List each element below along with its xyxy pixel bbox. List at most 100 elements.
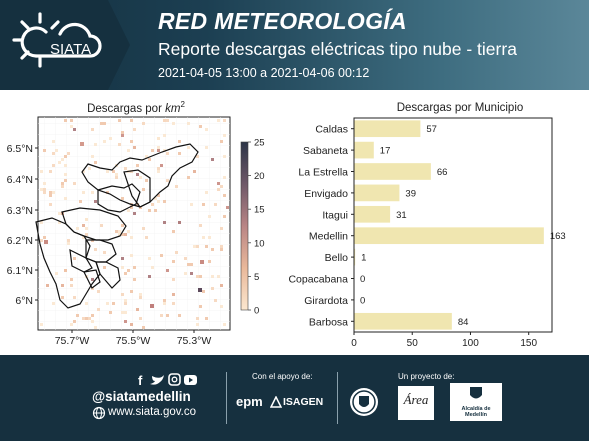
density-cell <box>178 140 181 143</box>
density-cell <box>148 158 151 161</box>
density-cell <box>58 212 61 215</box>
density-cell <box>121 293 124 296</box>
density-cell <box>64 173 67 176</box>
facebook-icon: f <box>138 373 143 388</box>
density-cell <box>91 320 94 323</box>
density-cell <box>145 236 148 239</box>
density-cell <box>40 239 43 242</box>
density-cell <box>175 251 178 254</box>
density-cell <box>130 119 133 122</box>
bar-medellin <box>354 227 544 245</box>
colorbar-tick-label: 25 <box>254 138 265 149</box>
density-cell <box>157 200 160 203</box>
density-cell <box>157 137 160 140</box>
density-cell <box>82 224 85 227</box>
boundary-sabaneta <box>83 269 101 289</box>
density-cell <box>157 194 160 197</box>
density-cell <box>127 149 130 152</box>
lat-tick-label: 6.4°N <box>7 174 33 186</box>
density-cell <box>61 296 64 299</box>
density-cell <box>76 227 79 230</box>
density-cell <box>64 197 67 200</box>
density-cell <box>199 125 202 128</box>
density-cell <box>220 248 223 251</box>
density-cell <box>73 128 76 131</box>
colorbar-tick-label: 10 <box>254 238 265 249</box>
density-cell <box>106 302 109 305</box>
density-cell <box>46 284 49 287</box>
density-cell <box>139 296 142 299</box>
bar-sabaneta <box>354 141 374 159</box>
density-cell <box>64 269 67 272</box>
lon-tick-label: 75.3°W <box>177 335 212 347</box>
density-cell <box>205 128 208 131</box>
density-cell <box>223 323 226 326</box>
density-cell <box>175 185 178 188</box>
category-label: Itagui <box>322 209 348 221</box>
density-cell <box>67 242 70 245</box>
value-label: 0 <box>360 274 365 285</box>
footer-divider-1 <box>226 372 227 424</box>
density-cell <box>226 206 229 209</box>
density-cell <box>163 299 166 302</box>
density-cell <box>91 314 94 317</box>
colorbar-tick-label: 15 <box>254 205 265 216</box>
density-cell <box>193 170 196 173</box>
density-cell <box>85 218 88 221</box>
report-subtitle: Reporte descargas eléctricas tipo nube -… <box>158 39 517 59</box>
density-cell <box>205 191 208 194</box>
density-cell <box>196 275 199 278</box>
density-cell <box>73 182 76 185</box>
density-cell <box>88 317 91 320</box>
density-cell <box>109 137 112 140</box>
density-cell <box>220 284 223 287</box>
density-cell <box>130 323 133 326</box>
density-cell <box>208 236 211 239</box>
density-cell <box>211 275 214 278</box>
density-cell <box>49 194 52 197</box>
density-cell <box>73 320 76 323</box>
lightning-cells <box>40 119 229 329</box>
density-cell <box>40 323 43 326</box>
website-link[interactable]: www.siata.gov.co <box>108 406 196 418</box>
density-cell <box>178 152 181 155</box>
density-cell <box>145 155 148 158</box>
density-cell <box>61 284 64 287</box>
density-cell <box>82 191 85 194</box>
density-cell <box>211 287 214 290</box>
x-tick-label: 100 <box>462 338 479 349</box>
lon-tick-label: 75.7°W <box>55 335 90 347</box>
colorbar-tick-label: 5 <box>254 272 259 283</box>
density-cell <box>133 278 136 281</box>
density-cell <box>217 182 220 185</box>
category-label: Girardota <box>304 295 348 307</box>
area-logo: Área <box>398 386 434 420</box>
density-cell <box>220 245 223 248</box>
density-cell <box>118 119 121 122</box>
density-cell <box>91 155 94 158</box>
density-cell <box>130 206 133 209</box>
density-cell <box>166 179 169 182</box>
density-cell <box>199 224 202 227</box>
density-cell <box>205 317 208 320</box>
density-cell <box>217 188 220 191</box>
density-cell <box>172 278 175 281</box>
x-tick-label: 0 <box>351 338 357 349</box>
boundary-la-estrella <box>69 248 93 273</box>
social-handle[interactable]: @siatamedellin <box>92 389 191 404</box>
density-cell <box>94 200 97 203</box>
density-cell <box>91 128 94 131</box>
density-cell <box>124 302 127 305</box>
density-cell <box>106 170 109 173</box>
bar-caldas <box>354 120 421 138</box>
density-cell <box>82 236 85 239</box>
value-label: 0 <box>360 295 365 306</box>
density-cell <box>136 164 139 167</box>
siata-logo-icon: SIATA <box>12 12 102 68</box>
density-cell <box>124 311 127 314</box>
support-label: Con el apoyo de: <box>252 372 313 381</box>
density-cell <box>73 296 76 299</box>
bar-chart: Caldas Sabaneta La Estrella Envigado Itagui M… <box>288 117 566 349</box>
density-cell <box>55 149 58 152</box>
density-cell <box>160 254 163 257</box>
